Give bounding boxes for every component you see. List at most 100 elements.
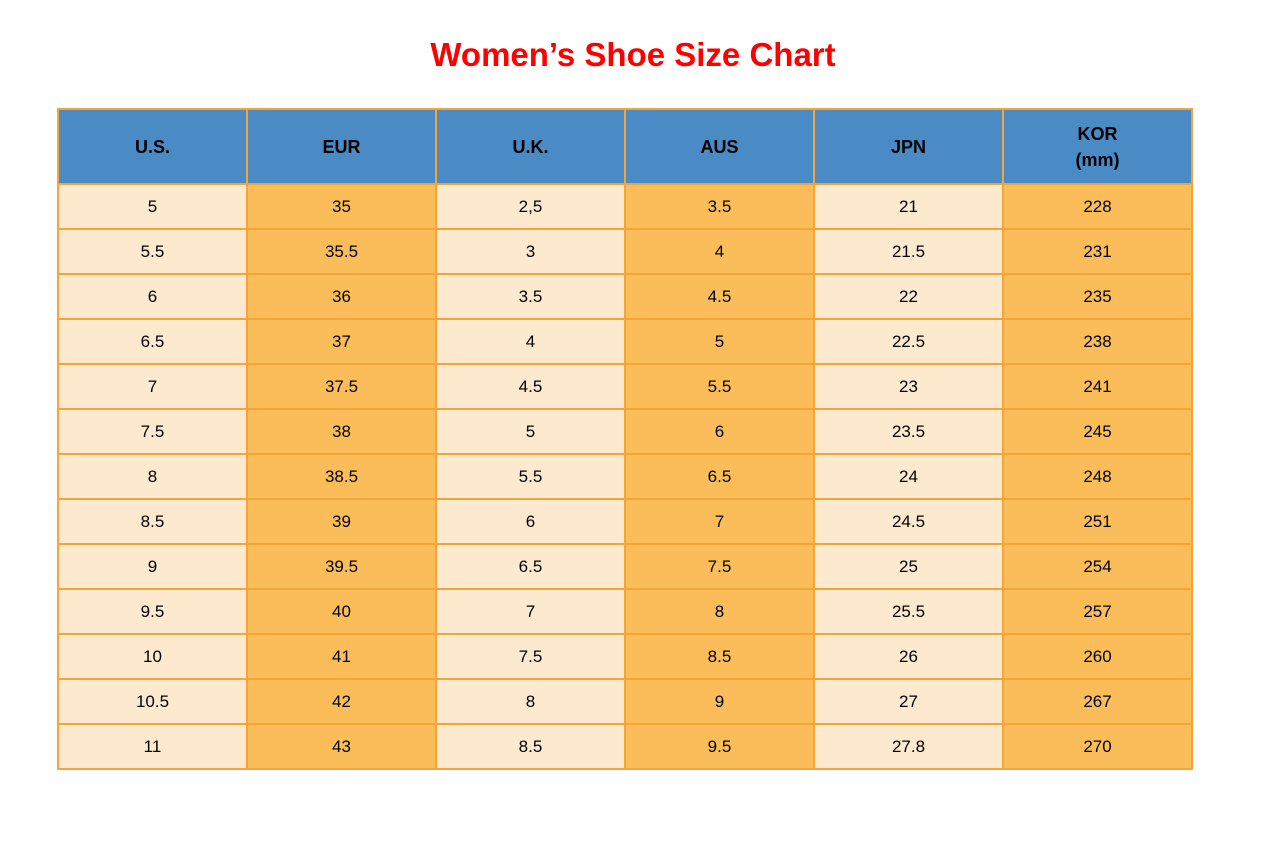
table-cell: 6	[57, 273, 248, 320]
table-cell: 245	[1002, 408, 1193, 455]
table-cell: 5	[57, 183, 248, 230]
table-cell: 8.5	[435, 723, 626, 770]
column-header-eur: EUR	[246, 108, 437, 185]
table-cell: 3.5	[624, 183, 815, 230]
table-row: 9.5 40 7 8 25.5 257	[57, 588, 1193, 635]
table-row: 6.5 37 4 5 22.5 238	[57, 318, 1193, 365]
column-header-aus: AUS	[624, 108, 815, 185]
table-cell: 22.5	[813, 318, 1004, 365]
table-cell: 36	[246, 273, 437, 320]
table-cell: 27	[813, 678, 1004, 725]
page-title: Women’s Shoe Size Chart	[430, 36, 836, 73]
table-cell: 11	[57, 723, 248, 770]
table-cell: 39.5	[246, 543, 437, 590]
table-cell: 251	[1002, 498, 1193, 545]
table-cell: 2,5	[435, 183, 626, 230]
table-cell: 42	[246, 678, 437, 725]
table-cell: 8.5	[624, 633, 815, 680]
table-row: 9 39.5 6.5 7.5 25 254	[57, 543, 1193, 590]
table-body: 5 35 2,5 3.5 21 228 5.5 35.5 3 4 21.5 231 6 36 3.5 4.5 2…	[57, 183, 1193, 770]
table-cell: 35	[246, 183, 437, 230]
table-cell: 6.5	[57, 318, 248, 365]
table-cell: 7	[624, 498, 815, 545]
table-cell: 6	[624, 408, 815, 455]
table-cell: 25.5	[813, 588, 1004, 635]
table-cell: 231	[1002, 228, 1193, 275]
column-header-kor-label: KOR	[1077, 123, 1118, 144]
column-header-jpn: JPN	[813, 108, 1004, 185]
table-cell: 35.5	[246, 228, 437, 275]
table-cell: 235	[1002, 273, 1193, 320]
table-row: 8.5 39 6 7 24.5 251	[57, 498, 1193, 545]
table-cell: 27.8	[813, 723, 1004, 770]
table-cell: 38	[246, 408, 437, 455]
table-cell: 9.5	[57, 588, 248, 635]
table-cell: 7.5	[57, 408, 248, 455]
table-cell: 228	[1002, 183, 1193, 230]
table-cell: 241	[1002, 363, 1193, 410]
table-cell: 4	[435, 318, 626, 365]
table-cell: 25	[813, 543, 1004, 590]
table-cell: 9	[57, 543, 248, 590]
table-cell: 7.5	[624, 543, 815, 590]
table-row: 5.5 35.5 3 4 21.5 231	[57, 228, 1193, 275]
table-row: 5 35 2,5 3.5 21 228	[57, 183, 1193, 230]
table-cell: 6.5	[624, 453, 815, 500]
table-cell: 260	[1002, 633, 1193, 680]
table-header: U.S. EUR U.K. AUS JPN KOR (mm)	[57, 108, 1193, 185]
table-cell: 3.5	[435, 273, 626, 320]
table-cell: 23	[813, 363, 1004, 410]
table-cell: 37	[246, 318, 437, 365]
table-cell: 8.5	[57, 498, 248, 545]
column-header-kor-unit: (mm)	[1075, 149, 1120, 170]
table-cell: 7	[435, 588, 626, 635]
table-cell: 248	[1002, 453, 1193, 500]
table-cell: 238	[1002, 318, 1193, 365]
table-cell: 8	[435, 678, 626, 725]
table-cell: 5	[624, 318, 815, 365]
table-cell: 257	[1002, 588, 1193, 635]
table-cell: 10	[57, 633, 248, 680]
table-cell: 8	[624, 588, 815, 635]
table-cell: 37.5	[246, 363, 437, 410]
table-cell: 6	[435, 498, 626, 545]
table-cell: 7	[57, 363, 248, 410]
table-row: 6 36 3.5 4.5 22 235	[57, 273, 1193, 320]
table-row: 11 43 8.5 9.5 27.8 270	[57, 723, 1193, 770]
table-cell: 5.5	[624, 363, 815, 410]
table-row: 10.5 42 8 9 27 267	[57, 678, 1193, 725]
table-cell: 8	[57, 453, 248, 500]
table-cell: 254	[1002, 543, 1193, 590]
table-cell: 4.5	[624, 273, 815, 320]
column-header-uk: U.K.	[435, 108, 626, 185]
table-cell: 3	[435, 228, 626, 275]
table-cell: 4	[624, 228, 815, 275]
table-row: 10 41 7.5 8.5 26 260	[57, 633, 1193, 680]
shoe-size-table: U.S. EUR U.K. AUS JPN KOR (mm) 5 35 2,5 3.5 2…	[57, 108, 1193, 770]
table-row: 8 38.5 5.5 6.5 24 248	[57, 453, 1193, 500]
table-cell: 38.5	[246, 453, 437, 500]
table-cell: 5	[435, 408, 626, 455]
table-cell: 270	[1002, 723, 1193, 770]
table-cell: 5.5	[435, 453, 626, 500]
table-cell: 9	[624, 678, 815, 725]
table-cell: 5.5	[57, 228, 248, 275]
column-header-us: U.S.	[57, 108, 248, 185]
table-cell: 26	[813, 633, 1004, 680]
table-cell: 10.5	[57, 678, 248, 725]
header-row: U.S. EUR U.K. AUS JPN KOR (mm)	[57, 108, 1193, 185]
table-cell: 7.5	[435, 633, 626, 680]
table-cell: 22	[813, 273, 1004, 320]
table-cell: 4.5	[435, 363, 626, 410]
table-cell: 40	[246, 588, 437, 635]
table-cell: 24.5	[813, 498, 1004, 545]
table-cell: 23.5	[813, 408, 1004, 455]
table-row: 7 37.5 4.5 5.5 23 241	[57, 363, 1193, 410]
table-cell: 41	[246, 633, 437, 680]
table-cell: 21.5	[813, 228, 1004, 275]
table-cell: 9.5	[624, 723, 815, 770]
table-cell: 267	[1002, 678, 1193, 725]
column-header-kor: KOR (mm)	[1002, 108, 1193, 185]
table-cell: 39	[246, 498, 437, 545]
table-row: 7.5 38 5 6 23.5 245	[57, 408, 1193, 455]
